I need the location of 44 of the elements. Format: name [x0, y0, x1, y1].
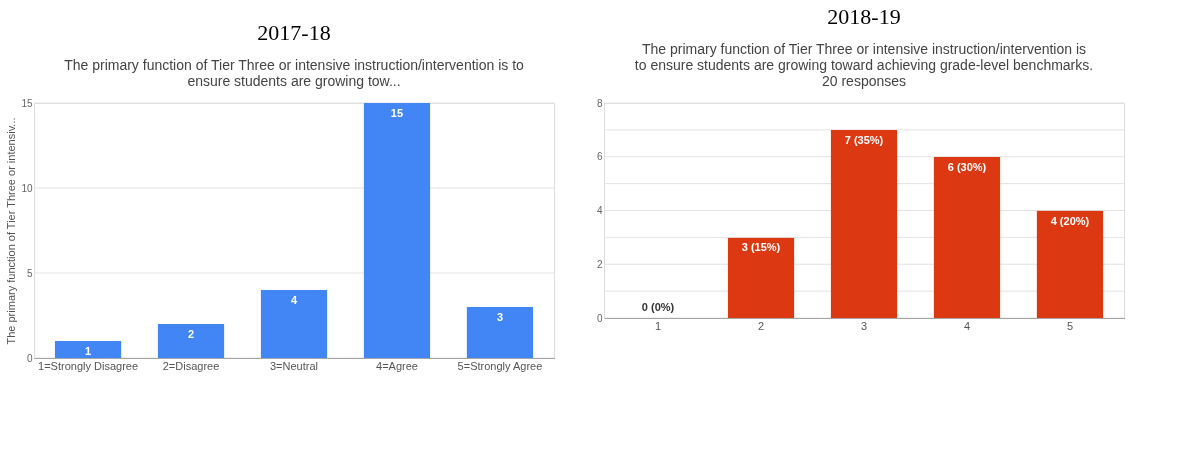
- data-label: 3 (15%): [741, 241, 781, 254]
- data-label: 15: [390, 107, 404, 119]
- y-tick-label: 8: [596, 97, 603, 109]
- bar: [933, 156, 1001, 318]
- bar: [830, 129, 898, 318]
- x-tick-label: 5=Strongly Agree: [457, 359, 543, 372]
- data-label: 7 (35%): [844, 133, 884, 146]
- x-tick-label: 1: [655, 319, 662, 332]
- y-tick-label: 2: [596, 258, 603, 270]
- chart-title: 2017-18: [257, 20, 331, 45]
- chart-title: 2018-19: [827, 4, 901, 29]
- y-tick-label: 6: [596, 151, 603, 163]
- data-label: 0 (0%): [641, 301, 675, 313]
- y-tick-label: 4: [596, 205, 603, 216]
- bar: [157, 324, 225, 358]
- data-label: 2: [187, 328, 195, 340]
- data-label: 4 (20%): [1050, 214, 1090, 227]
- bar: [363, 103, 431, 358]
- bar: [1036, 210, 1104, 318]
- data-label: 6 (30%): [947, 160, 987, 173]
- bar: [727, 237, 795, 318]
- x-tick-label: 4=Agree: [376, 359, 418, 372]
- x-tick-label: 1=Strongly Disagree: [38, 359, 139, 372]
- y-axis-title: The primary function of Tier Three or intensiv...: [5, 117, 18, 345]
- y-tick-label: 0: [26, 352, 33, 364]
- x-tick-label: 2: [757, 319, 765, 332]
- x-tick-label: 2=Disagree: [162, 359, 220, 372]
- chart-subtitle: The primary function of Tier Three or intensive instruction/intervention is to ensure students are growing tow...: [64, 57, 525, 89]
- data-label: 4: [290, 294, 298, 306]
- x-tick-label: 4: [963, 319, 971, 332]
- chart-subtitle: The primary function of Tier Three or intensive instruction/intervention is to ensure students are growing toward achieving grade-level benchmarks.: [634, 41, 1094, 73]
- bar: [466, 307, 534, 358]
- bar: [54, 341, 122, 358]
- y-tick-label: 0: [596, 312, 603, 324]
- text: 20 responses: [821, 73, 907, 89]
- x-tick-label: 5: [1066, 319, 1073, 332]
- y-tick-label: 15: [21, 97, 33, 109]
- y-tick-label: 10: [21, 182, 33, 194]
- data-label: 3: [496, 311, 503, 323]
- y-tick-label: 5: [26, 267, 33, 279]
- x-tick-label: 3: [860, 319, 868, 332]
- x-tick-label: 3=Neutral: [269, 359, 319, 372]
- bar: [260, 290, 328, 358]
- data-label: 1: [85, 345, 92, 357]
